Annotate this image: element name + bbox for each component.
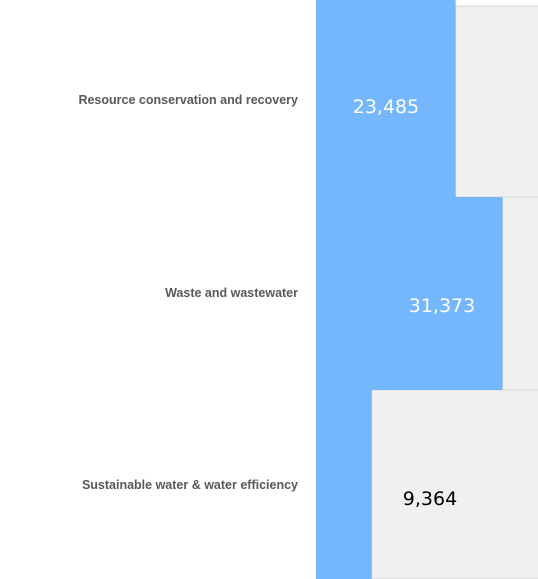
- category-label-2: Sustainable water & water efficiency: [82, 478, 298, 492]
- bar-0: [316, 0, 456, 197]
- bar-layer: [316, 0, 503, 579]
- value-label-0: 23,485: [353, 96, 419, 118]
- bar-remainder-1: [502, 196, 538, 391]
- value-label-1: 31,373: [409, 295, 475, 317]
- category-label-0: Resource conservation and recovery: [78, 93, 298, 107]
- bar-remainder-2: [371, 389, 538, 579]
- value-label-2: 9,364: [403, 488, 457, 510]
- bar-remainder-0: [455, 5, 538, 198]
- bar-1: [316, 197, 503, 390]
- label-layer: Resource conservation and recovery 23,485…: [78, 93, 475, 510]
- bar-2: [316, 390, 372, 579]
- category-label-1: Waste and wastewater: [165, 286, 298, 300]
